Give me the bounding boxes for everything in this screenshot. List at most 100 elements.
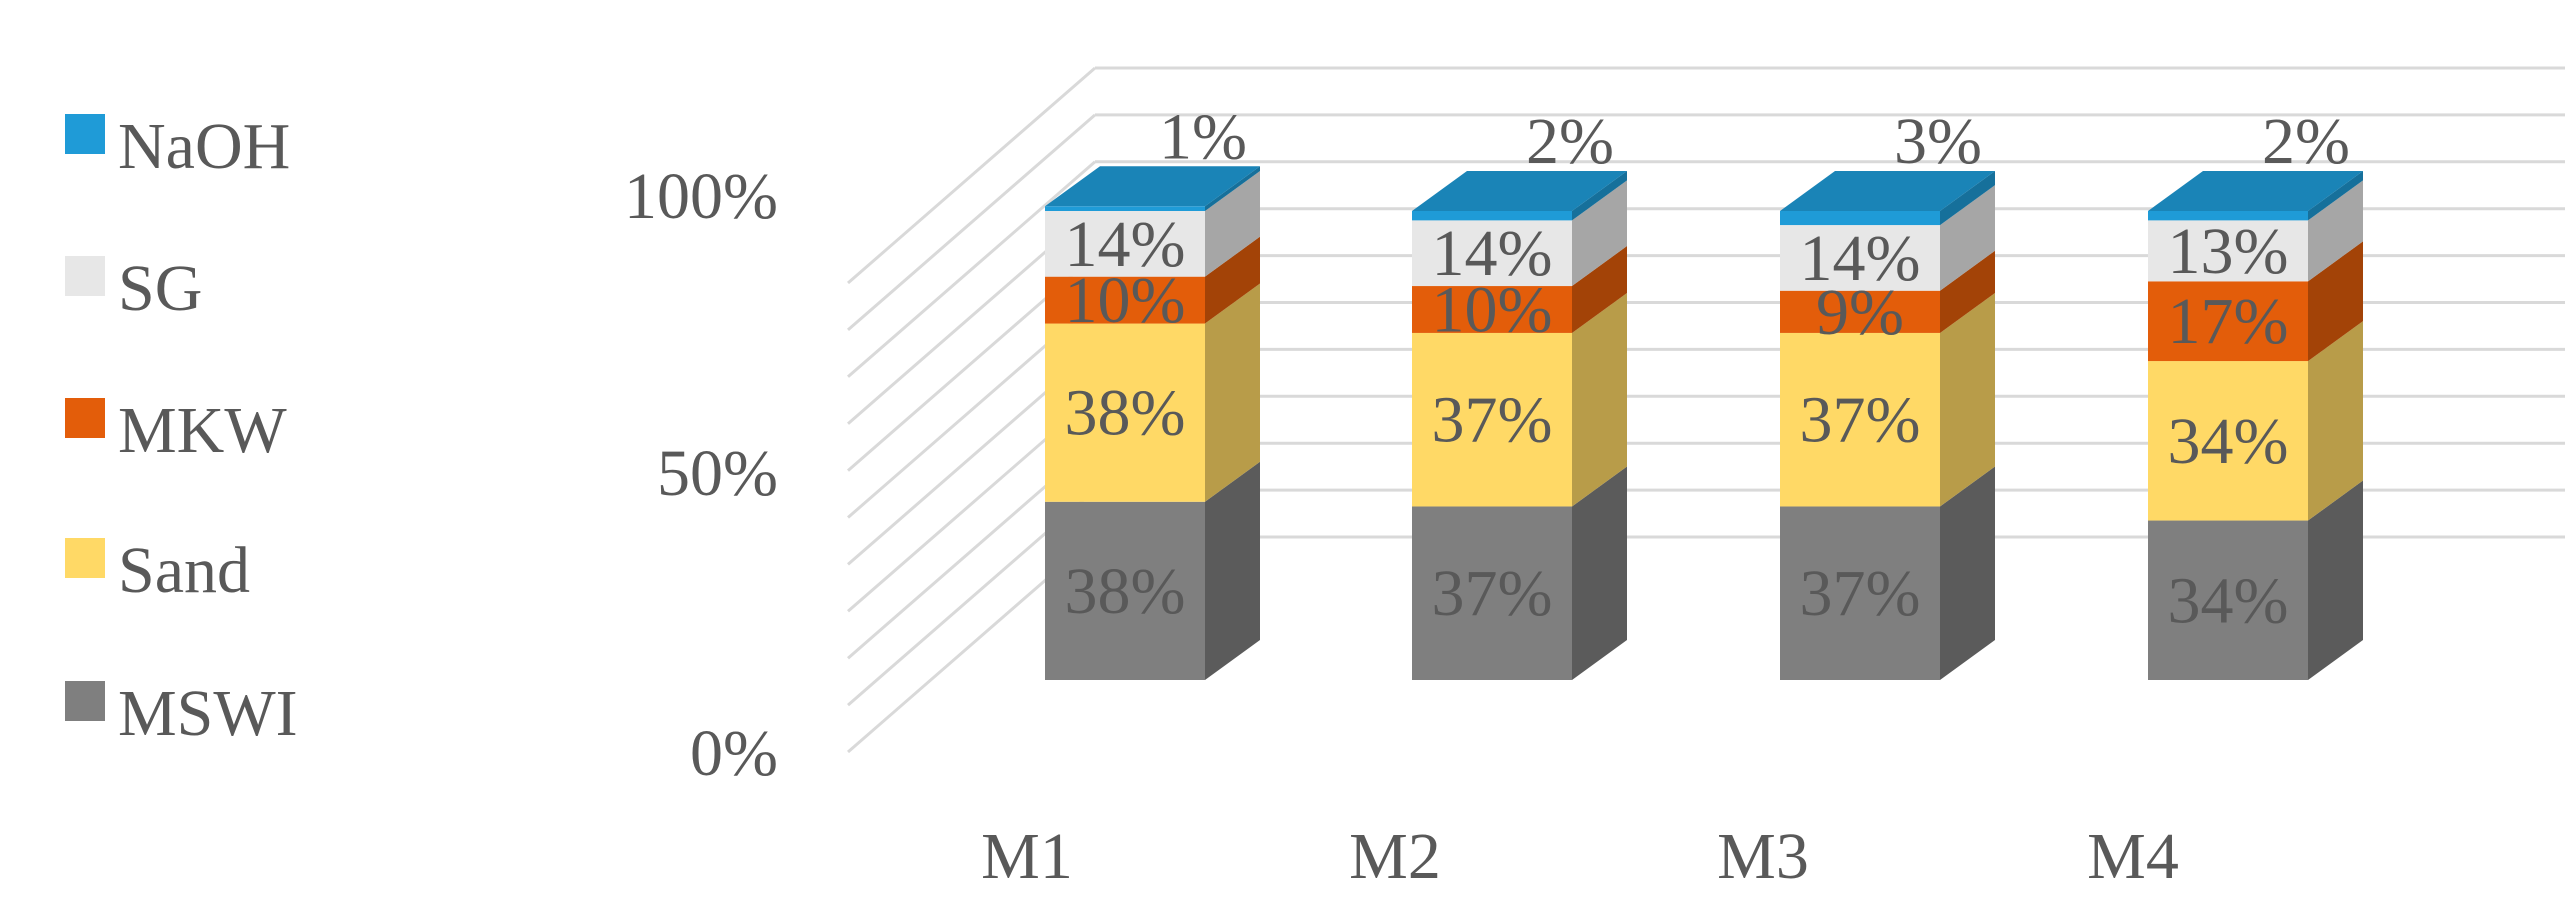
bar-side	[2308, 480, 2363, 680]
bar-side	[1940, 292, 1995, 507]
bar-side	[2308, 241, 2363, 362]
data-label: 10%	[1432, 273, 1553, 346]
gridline-side	[847, 66, 1096, 285]
bar-side	[1572, 292, 1627, 507]
y-axis-ticks: 0% 50% 100%	[624, 160, 778, 790]
x-tick-label: M2	[1349, 820, 1441, 893]
bar-front	[1780, 225, 1940, 291]
x-tick-label: M4	[2087, 820, 2179, 893]
bar-side	[2308, 171, 2363, 221]
bar-front	[1412, 220, 1572, 287]
bar-side	[1205, 171, 1260, 277]
legend-item-mswi: MSWI	[65, 677, 298, 750]
legend-label: MKW	[118, 394, 287, 467]
bar-side	[1940, 171, 1995, 226]
bar-segment-sg-m4	[2148, 180, 2363, 282]
y-tick-label: 0%	[690, 717, 778, 790]
bar-front	[1780, 332, 1940, 507]
bar-front	[1045, 501, 1205, 680]
bar-side	[2308, 321, 2363, 521]
bar-side	[1572, 466, 1627, 680]
legend-swatch	[65, 538, 105, 578]
legend-swatch	[65, 398, 105, 438]
bar-side	[1205, 461, 1260, 680]
bar-segment-sand-m3	[1780, 292, 1995, 507]
bar-segment-mkw-m4	[2148, 241, 2363, 362]
bar-front	[1780, 290, 1940, 333]
bar-segment-sg-m3	[1780, 185, 1995, 291]
y-tick-label: 100%	[624, 160, 778, 233]
bar-segment-sand-m4	[2148, 321, 2363, 521]
bar-front	[2148, 520, 2308, 680]
legend-label: MSWI	[118, 677, 298, 750]
bar-segment-mkw-m3	[1780, 250, 1995, 333]
bar-front	[1412, 286, 1572, 333]
gridline-side	[847, 113, 1096, 332]
bar-segment-sg-m2	[1412, 180, 1627, 287]
bar-segment-naoh-m1	[1045, 166, 1260, 211]
legend-label: Sand	[118, 534, 250, 607]
bar-front	[2148, 281, 2308, 362]
bar-side	[2308, 180, 2363, 282]
bar-side	[1572, 171, 1627, 221]
data-label: 1%	[1159, 100, 1247, 173]
bar-side	[1940, 250, 1995, 333]
legend-item-sand: Sand	[65, 534, 250, 607]
bar-front	[2148, 220, 2308, 282]
data-label: 10%	[1065, 264, 1186, 337]
legend: NaOH SG MKW Sand MSWI	[65, 110, 298, 750]
legend-swatch	[65, 256, 105, 296]
bar-segment-sand-m2	[1412, 292, 1627, 507]
bar-front	[1045, 211, 1205, 277]
data-label: 14%	[1800, 222, 1921, 295]
bar-front	[1412, 332, 1572, 507]
legend-item-naoh: NaOH	[65, 110, 290, 183]
bar-side	[1940, 466, 1995, 680]
bar-side	[1205, 283, 1260, 502]
bar-segment-naoh-m2	[1412, 171, 1627, 221]
data-label: 14%	[1065, 208, 1186, 281]
data-label: 2%	[2262, 105, 2350, 178]
bar-side	[1572, 246, 1627, 333]
data-labels: 38%38%10%14%1%37%37%10%14%2%37%37%9%14%3…	[1065, 100, 2350, 637]
bar-front	[1780, 211, 1940, 226]
bar-front	[1045, 323, 1205, 502]
bar-side	[1940, 185, 1995, 291]
data-label: 17%	[2168, 285, 2289, 358]
bar-front	[1412, 506, 1572, 680]
data-label: 37%	[1432, 557, 1553, 630]
x-tick-label: M1	[981, 820, 1073, 893]
legend-label: SG	[118, 252, 202, 325]
data-label: 14%	[1432, 217, 1553, 290]
x-axis-ticks: M1 M2 M3 M4	[981, 820, 2179, 893]
bar-side	[1205, 166, 1260, 211]
bar-segment-naoh-m3	[1780, 171, 1995, 226]
bar-segment-mswi-m1	[1045, 461, 1260, 680]
legend-swatch	[65, 681, 105, 721]
legend-label: NaOH	[118, 110, 290, 183]
data-label: 13%	[2168, 215, 2289, 288]
legend-item-sg: SG	[65, 252, 202, 325]
legend-swatch	[65, 114, 105, 154]
bar-side	[1205, 236, 1260, 324]
bar-side	[1572, 180, 1627, 287]
bar-segment-sg-m1	[1045, 171, 1260, 277]
data-label: 2%	[1526, 105, 1614, 178]
bar-front	[1045, 206, 1205, 211]
x-tick-label: M3	[1717, 820, 1809, 893]
bar-segment-mswi-m4	[2148, 480, 2363, 680]
bar-front	[1412, 211, 1572, 221]
bar-front	[2148, 361, 2308, 521]
data-label: 38%	[1065, 377, 1186, 450]
bar-segment-mswi-m2	[1412, 466, 1627, 680]
data-label: 37%	[1800, 384, 1921, 457]
bar-segment-mkw-m1	[1045, 236, 1260, 324]
data-label: 34%	[2168, 405, 2289, 478]
bar-segment-naoh-m4	[2148, 171, 2363, 221]
data-label: 3%	[1894, 105, 1982, 178]
data-label: 37%	[1432, 384, 1553, 457]
bar-top	[2148, 171, 2363, 211]
bar-front	[2148, 211, 2308, 221]
